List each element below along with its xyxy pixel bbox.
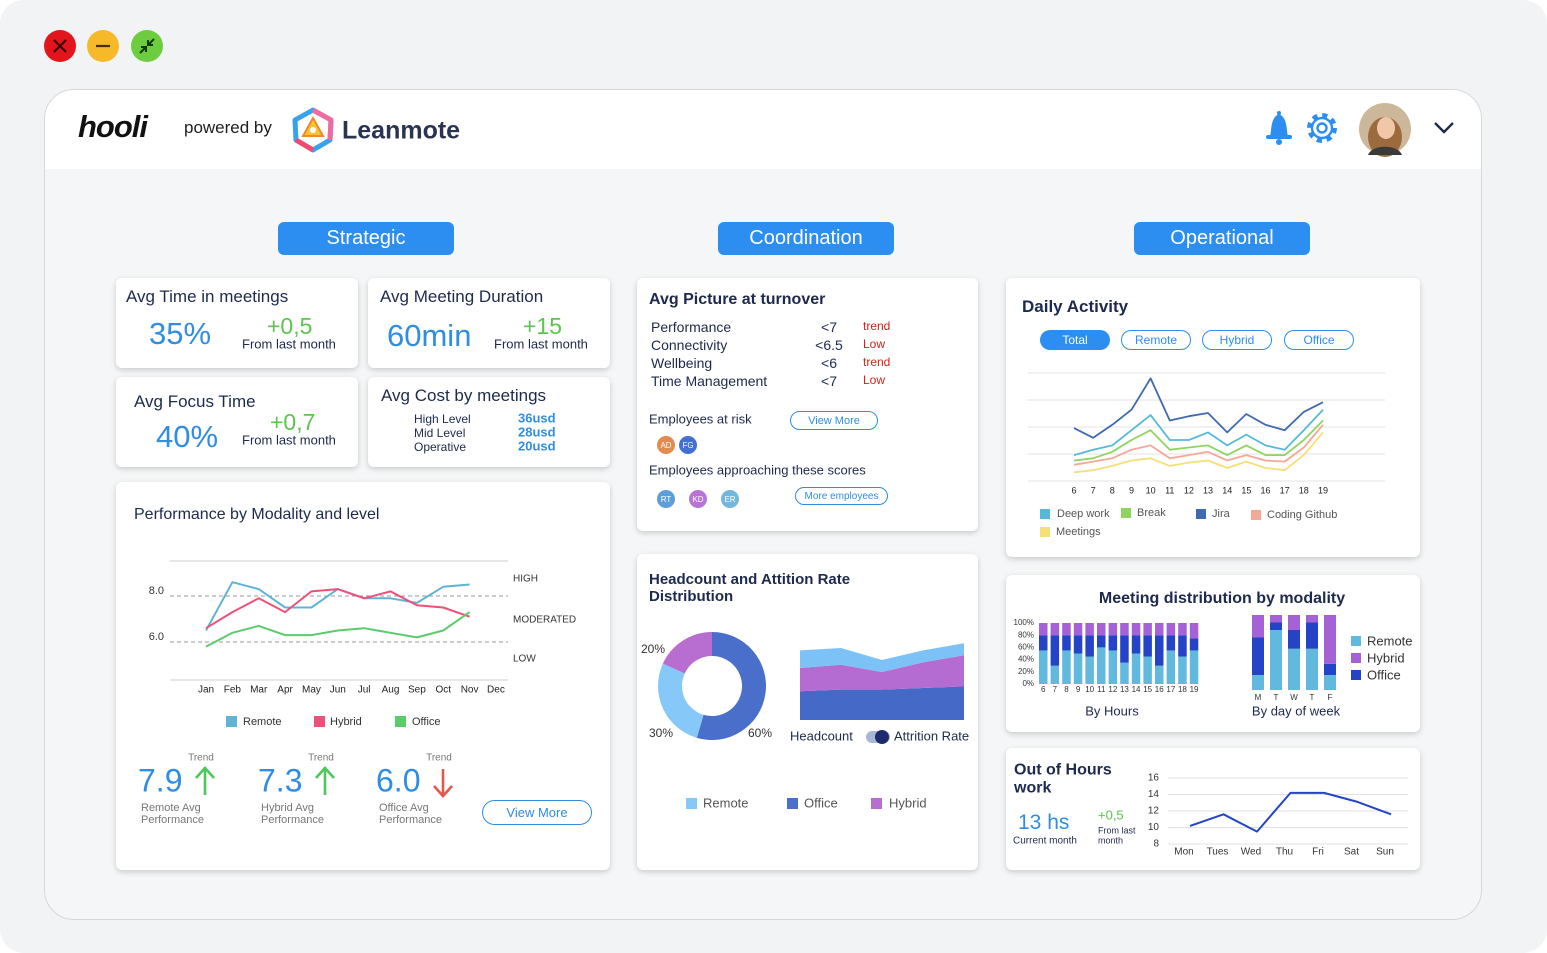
stat-value: 7.9 <box>138 762 183 799</box>
kpi-title: Avg Focus Time <box>134 392 256 412</box>
card <box>368 278 610 368</box>
account-menu-chevron[interactable] <box>1434 122 1454 134</box>
ooh-delta: +0,5 <box>1098 807 1124 823</box>
card-title: Meeting distribution by modality <box>1098 589 1346 607</box>
kpi-value: 35% <box>149 316 212 352</box>
brand-logo: hooli <box>78 109 148 145</box>
stat-trend: Trend <box>308 752 334 764</box>
stat-value: 7.3 <box>258 762 303 799</box>
user-avatar[interactable] <box>1359 103 1411 157</box>
axis-caption: By day of week <box>1251 703 1341 719</box>
chart-title: Performance by Modality and level <box>134 505 380 523</box>
filter-tab[interactable]: Remote <box>1121 330 1191 350</box>
cost-level: High Level <box>414 412 471 427</box>
settings-gear[interactable] <box>1307 113 1337 143</box>
leanmote-logo-icon <box>292 107 334 153</box>
at-risk-label: Employees at risk <box>649 411 752 427</box>
more-employees-button[interactable]: More employees <box>795 487 888 505</box>
kpi-note: From last month <box>242 432 336 448</box>
metric-status: Low <box>863 337 886 352</box>
metric-threshold: <7 <box>821 318 837 335</box>
card-title: Daily Activity <box>1022 297 1129 317</box>
kpi-title: Avg Meeting Duration <box>380 287 544 307</box>
stat-value: 6.0 <box>376 762 421 799</box>
section-tab[interactable]: Strategic <box>278 222 454 255</box>
filter-tab[interactable]: Hybrid <box>1202 330 1272 350</box>
cost-level: Operative <box>414 440 467 455</box>
metric-status: trend <box>863 319 891 334</box>
kpi-delta: +0,7 <box>270 408 316 435</box>
metric-label: Wellbeing <box>651 354 713 371</box>
stat-trend: Trend <box>426 752 452 764</box>
toggle-left-label: Headcount <box>790 728 853 744</box>
card <box>116 278 358 368</box>
metric-status: trend <box>863 355 891 370</box>
card <box>116 482 610 870</box>
metric-status: Low <box>863 373 886 388</box>
card <box>368 377 610 467</box>
metric-threshold: <6 <box>821 354 837 371</box>
stat-trend: Trend <box>188 752 214 764</box>
powered-by: powered by <box>184 118 272 138</box>
header-bar <box>45 90 1481 169</box>
toggle-right-label: Attrition Rate <box>894 728 970 744</box>
card <box>1006 278 1420 557</box>
kpi-value: 60min <box>387 318 472 354</box>
card-title: Out of Hours work <box>1014 761 1112 797</box>
restore-button[interactable] <box>131 30 163 62</box>
cost-amount: 36usd <box>518 410 556 426</box>
kpi-note: From last month <box>242 336 336 352</box>
close-button[interactable] <box>44 30 76 62</box>
section-tab[interactable]: Coordination <box>718 222 894 255</box>
view-more-button[interactable]: View More <box>482 800 592 825</box>
card <box>637 278 978 531</box>
cost-title: Avg Cost by meetings <box>381 386 547 406</box>
kpi-delta: +15 <box>523 312 563 339</box>
cost-amount: 28usd <box>518 424 556 440</box>
cost-level: Mid Level <box>414 426 466 441</box>
metric-label: Performance <box>651 318 732 335</box>
notifications-bell[interactable] <box>1266 111 1292 145</box>
card <box>116 377 358 467</box>
metric-threshold: <7 <box>821 372 837 389</box>
ooh-value-note: Current month <box>1013 835 1077 847</box>
card-title: Avg Picture at turnover <box>649 290 826 308</box>
stat-label: Hybrid Avg Performance <box>261 801 324 826</box>
ooh-delta-note: From last month <box>1098 825 1136 846</box>
ooh-value: 13 hs <box>1018 810 1070 834</box>
minimize-button[interactable] <box>87 30 119 62</box>
axis-caption: By Hours <box>1085 703 1139 719</box>
view-more-button[interactable]: View More <box>790 411 878 430</box>
kpi-value: 40% <box>156 419 219 455</box>
metric-label: Connectivity <box>651 336 728 353</box>
stat-label: Remote Avg Performance <box>141 801 204 826</box>
stat-label: Office Avg Performance <box>379 801 442 826</box>
approaching-label: Employees approaching these scores <box>649 462 866 478</box>
metric-threshold: <6.5 <box>815 336 843 353</box>
kpi-delta: +0,5 <box>267 312 313 339</box>
section-tab[interactable]: Operational <box>1134 222 1310 255</box>
filter-tab[interactable]: Total <box>1040 330 1110 350</box>
cost-amount: 20usd <box>518 438 556 454</box>
card-title: Headcount and Attition Rate Distribution <box>649 570 851 605</box>
metric-label: Time Management <box>651 372 768 389</box>
kpi-title: Avg Time in meetings <box>126 287 289 307</box>
kpi-note: From last month <box>494 336 588 352</box>
filter-tab[interactable]: Office <box>1284 330 1354 350</box>
partner-logo-text: Leanmote <box>342 116 461 145</box>
